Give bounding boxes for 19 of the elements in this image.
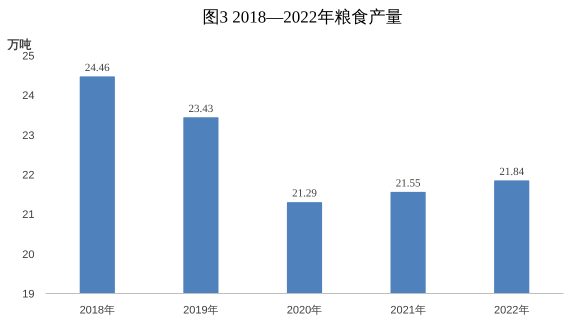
- y-tick-label: 24: [22, 90, 35, 102]
- data-label: 23.43: [188, 102, 214, 115]
- data-label: 24.46: [84, 62, 110, 74]
- y-tick-label: 20: [22, 248, 35, 261]
- y-axis-title: 万吨: [6, 38, 32, 52]
- y-tick-label: 19: [22, 288, 35, 300]
- y-tick-label: 22: [22, 170, 35, 182]
- y-tick-label: 21: [22, 209, 35, 222]
- x-tick-label: 2022年: [494, 304, 530, 316]
- data-label: 21.29: [292, 188, 318, 200]
- y-tick-label: 25: [22, 50, 35, 62]
- x-tick-label: 2020年: [286, 304, 322, 316]
- y-tick-label: 23: [22, 130, 35, 142]
- data-label: 21.55: [396, 177, 421, 190]
- x-tick-label: 2021年: [390, 304, 426, 316]
- x-tick-label: 2018年: [80, 304, 116, 316]
- chart-title: 图3 2018—2022年粮食产量: [202, 8, 402, 26]
- data-label: 21.84: [499, 166, 525, 178]
- x-tick-label: 2019年: [183, 304, 219, 316]
